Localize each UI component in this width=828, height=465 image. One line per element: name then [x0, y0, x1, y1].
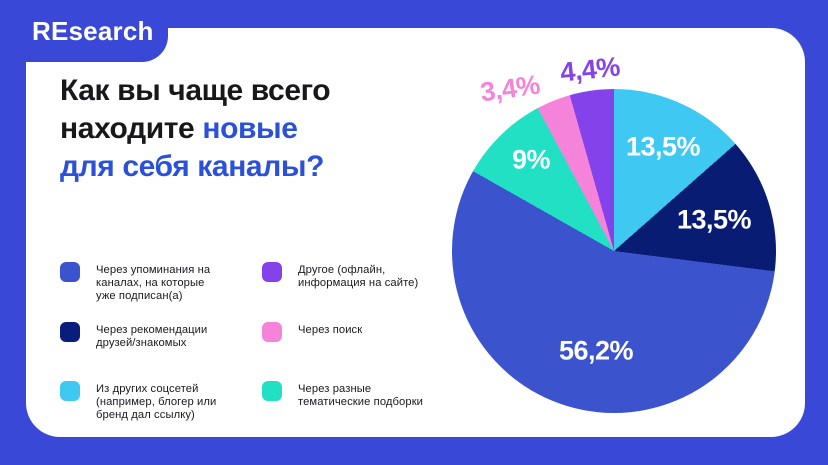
legend-label: Через упоминания на каналах, на которые …: [96, 264, 211, 302]
page-title: Как вы чаще всего находите новые для себя…: [60, 72, 331, 186]
legend-swatch: [262, 262, 282, 282]
pie-label-mentions: 56,2%: [558, 335, 634, 366]
title-line-1: Как вы чаще всего: [60, 74, 331, 107]
title-line-2: находите новые: [60, 112, 298, 145]
legend-item-friends: Через рекомендации друзей/знакомых: [60, 322, 207, 350]
pie-label-collections: 9%: [511, 144, 551, 175]
legend-swatch: [60, 381, 80, 401]
pie-label-friends: 13,5%: [676, 204, 752, 235]
legend-swatch: [60, 322, 80, 342]
pie-circle: [452, 89, 776, 413]
legend-label: Другое (офлайн, информация на сайте): [298, 264, 419, 289]
legend-item-social: Из других соцсетей (например, блогер или…: [60, 381, 216, 422]
pie-label-search: 3,4%: [478, 69, 542, 108]
legend-swatch: [262, 322, 282, 342]
legend-label: Из других соцсетей (например, блогер или…: [96, 383, 217, 421]
legend-item-search: Через поиск: [262, 322, 362, 342]
legend-swatch: [60, 262, 80, 282]
brand-logo-text: REsearch: [32, 15, 154, 46]
pie-label-other: 4,4%: [558, 51, 622, 88]
brand-logo: REsearch: [0, 0, 168, 62]
infographic-card: Как вы чаще всего находите новые для себя…: [26, 28, 805, 437]
legend-item-mentions: Через упоминания на каналах, на которые …: [60, 262, 210, 303]
legend-item-collections: Через разные тематические подборки: [262, 381, 423, 409]
pie-chart: 13,5% 13,5% 56,2% 9% 3,4% 4,4%: [452, 51, 776, 413]
legend-item-other: Другое (офлайн, информация на сайте): [262, 262, 418, 290]
legend-label: Через рекомендации друзей/знакомых: [96, 324, 208, 349]
legend-label: Через поиск: [298, 324, 363, 336]
title-accent-word: новые: [202, 112, 298, 145]
legend-label: Через разные тематические подборки: [298, 383, 424, 408]
legend-swatch: [262, 381, 282, 401]
pie-label-social: 13,5%: [625, 131, 701, 162]
title-line-3: для себя каналы?: [60, 150, 324, 183]
